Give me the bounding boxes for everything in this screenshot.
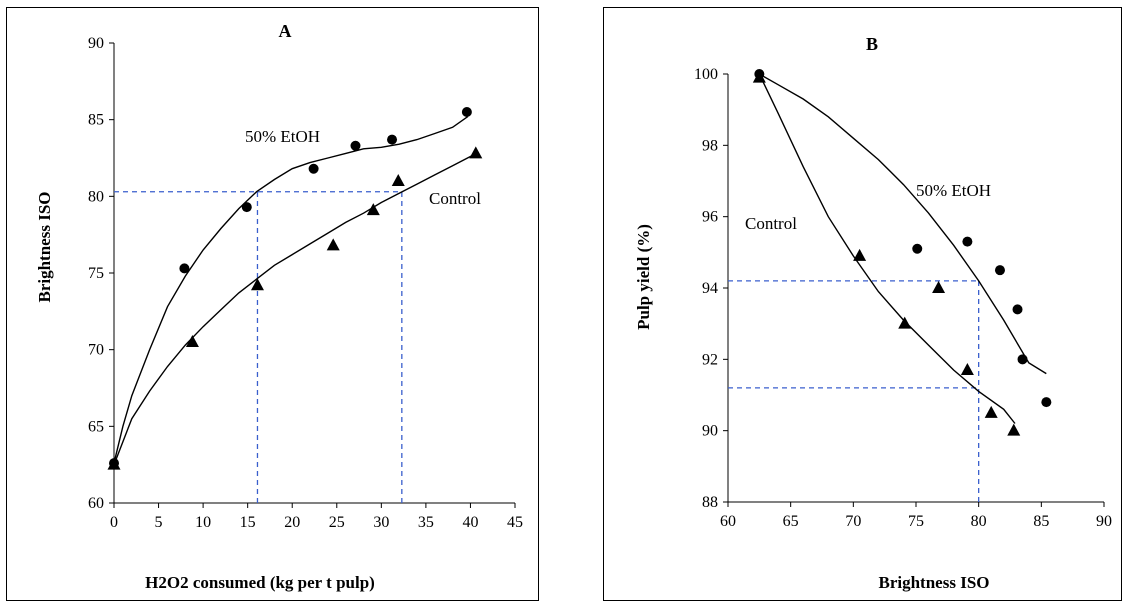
chart-b-y-tick-label: 88 (702, 494, 718, 511)
chart-a-y-tick-label: 70 (88, 342, 104, 359)
chart-b-point-control (898, 316, 912, 329)
chart-a-y-axis-label: Brightness ISO (35, 192, 54, 303)
chart-a-series-label-control: Control (429, 189, 481, 208)
chart-a-x-tick-label: 5 (155, 514, 163, 531)
chart-a-x-tick-label: 25 (329, 514, 345, 531)
chart-b-point-etoh (912, 243, 923, 254)
chart-a-y-tick-label: 80 (88, 188, 104, 205)
chart-b-x-tick-label: 75 (908, 513, 924, 530)
chart-a-x-axis-label: H2O2 consumed (kg per t pulp) (145, 573, 375, 592)
chart-a-point-etoh (179, 263, 190, 274)
chart-a-y-tick-label: 85 (88, 112, 104, 129)
chart-b-y-axis-label: Pulp yield (%) (634, 224, 653, 330)
chart-b-x-tick-label: 60 (720, 513, 736, 530)
chart-a-x-tick-label: 45 (507, 514, 523, 531)
chart-a-x-tick-label: 10 (195, 514, 211, 531)
chart-b-point-etoh (994, 265, 1005, 276)
chart-b-point-control (960, 363, 974, 376)
chart-a-point-control (366, 203, 380, 216)
chart-b-point-control (984, 405, 998, 418)
chart-a-point-etoh (350, 140, 361, 151)
chart-b-point-etoh (1041, 397, 1052, 408)
chart-a-point-control (326, 238, 340, 251)
chart-b-y-tick-label: 98 (702, 137, 718, 154)
chart-b-x-axis-label: Brightness ISO (879, 573, 990, 592)
chart-a-title: A (279, 21, 292, 41)
chart-b-series-label-etoh: 50% EtOH (916, 181, 991, 200)
chart-b-x-tick-label: 85 (1033, 513, 1049, 530)
chart-a-y-tick-label: 60 (88, 495, 104, 512)
chart-a-x-tick-label: 35 (418, 514, 434, 531)
chart-a-point-control (391, 174, 405, 186)
chart-panel-a: A Brightness ISO H2O2 consumed (kg per t… (6, 7, 539, 601)
chart-a-point-etoh (387, 134, 398, 145)
chart-b-x-tick-label: 70 (845, 513, 861, 530)
chart-a-y-tick-label: 90 (88, 35, 104, 52)
chart-b-point-control (752, 70, 766, 83)
chart-b-point-control (853, 248, 867, 261)
chart-a-point-control (469, 146, 483, 159)
chart-b-point-etoh (1017, 354, 1028, 365)
chart-a-x-tick-label: 0 (110, 514, 118, 531)
chart-b-y-tick-label: 94 (702, 280, 718, 297)
chart-a-x-tick-label: 30 (373, 514, 389, 531)
chart-b-fit-line-etoh (758, 73, 1047, 375)
chart-a-point-etoh (461, 107, 472, 117)
chart-b-point-control (1007, 423, 1021, 436)
chart-a-x-tick-label: 15 (240, 514, 256, 531)
chart-a-point-control (107, 457, 121, 470)
chart-b-y-tick-label: 92 (702, 351, 718, 368)
chart-b-y-tick-label: 100 (694, 66, 718, 83)
chart-b-y-tick-label: 96 (702, 209, 718, 226)
chart-a-series-label-etoh: 50% EtOH (245, 127, 320, 146)
chart-a-x-tick-label: 20 (284, 514, 300, 531)
chart-b-svg: B Pulp yield (%) Brightness ISO 50% EtOH… (634, 34, 1112, 592)
chart-a-y-tick-label: 75 (88, 265, 104, 282)
chart-b-x-tick-label: 80 (971, 513, 987, 530)
chart-b-x-tick-label: 90 (1096, 513, 1112, 530)
chart-b-y-tick-label: 90 (702, 423, 718, 440)
chart-b-series-label-control: Control (745, 214, 797, 233)
chart-a-svg: A Brightness ISO H2O2 consumed (kg per t… (35, 21, 523, 592)
chart-b-x-tick-label: 65 (783, 513, 799, 530)
chart-b-point-control (932, 281, 946, 293)
chart-a-point-etoh (308, 163, 319, 174)
chart-b-fit-line-control (758, 73, 1016, 424)
chart-a-x-tick-label: 40 (462, 514, 478, 531)
chart-a-fit-line-etoh (113, 116, 469, 464)
chart-b-point-etoh (1012, 304, 1023, 315)
chart-a-y-tick-label: 65 (88, 418, 104, 435)
chart-panel-b: B Pulp yield (%) Brightness ISO 50% EtOH… (603, 7, 1122, 601)
chart-b-point-etoh (962, 236, 973, 247)
chart-b-title: B (866, 34, 878, 54)
chart-a-point-control (185, 335, 199, 347)
chart-a-point-etoh (241, 202, 252, 213)
chart-a-fit-line-control (113, 152, 477, 465)
chart-a-point-control (250, 278, 264, 291)
